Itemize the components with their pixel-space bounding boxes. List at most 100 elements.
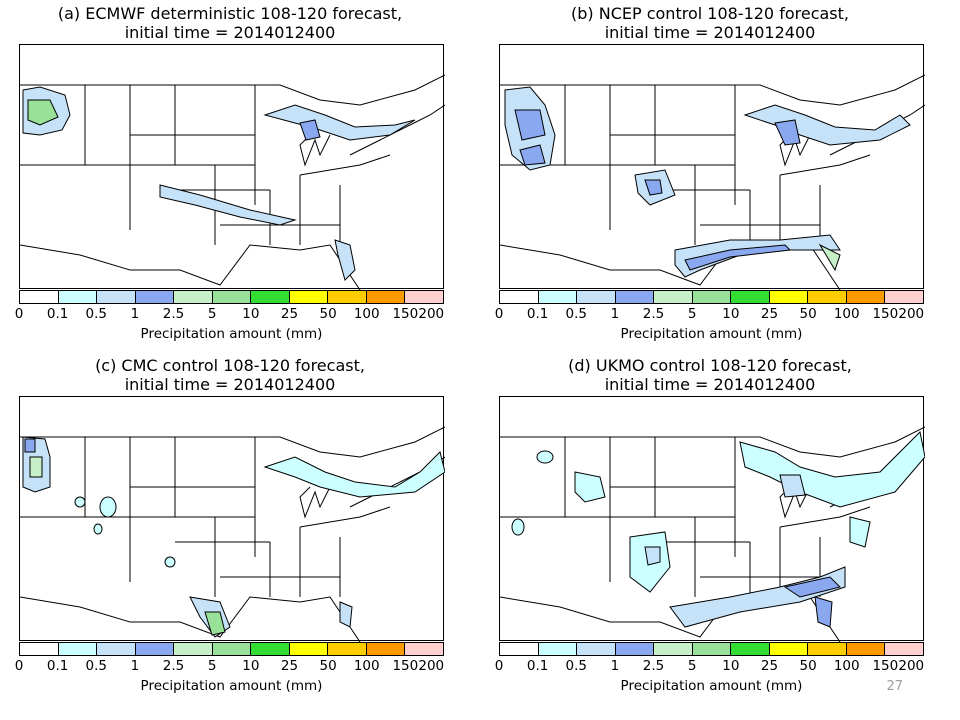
colorbar-swatch bbox=[692, 291, 732, 303]
colorbar-tick: 5 bbox=[207, 306, 217, 322]
colorbar-tick: 10 bbox=[722, 658, 740, 674]
colorbar-tick: 25 bbox=[280, 658, 299, 674]
colorbar-swatch bbox=[731, 291, 770, 303]
colorbar-swatch bbox=[328, 643, 367, 655]
colorbar-tick: 50 bbox=[319, 306, 337, 322]
colorbar-swatch bbox=[500, 643, 539, 655]
colorbar-tick: 1 bbox=[130, 306, 140, 322]
colorbar-tick: 10 bbox=[242, 306, 260, 322]
map-drawing bbox=[20, 426, 445, 642]
colorbar-swatch bbox=[769, 643, 809, 655]
colorbar-swatch bbox=[577, 291, 616, 303]
colorbar-swatch bbox=[135, 643, 175, 655]
colorbar-tick: 10 bbox=[722, 306, 740, 322]
colorbar-swatch bbox=[251, 291, 290, 303]
colorbar-tick: 2.5 bbox=[642, 306, 665, 322]
panel-title: (c) CMC control 108-120 forecast, initia… bbox=[95, 356, 365, 394]
precipitation-map bbox=[499, 44, 925, 290]
colorbar-label: Precipitation amount (mm) bbox=[140, 326, 323, 342]
colorbar-tick: 0.5 bbox=[565, 306, 587, 322]
colorbar-swatch bbox=[538, 291, 578, 303]
colorbar-tick: 100 bbox=[353, 658, 380, 674]
colorbar-swatch bbox=[366, 643, 406, 655]
colorbar bbox=[499, 642, 924, 656]
colorbar-tick: 150 bbox=[392, 306, 419, 322]
colorbar-tick: 200 bbox=[418, 306, 445, 322]
map-drawing bbox=[20, 74, 445, 290]
panel-ecmwf: (a) ECMWF deterministic 108-120 forecast… bbox=[10, 0, 450, 345]
colorbar-swatch bbox=[212, 643, 252, 655]
map-drawing bbox=[500, 74, 925, 290]
colorbar bbox=[499, 290, 924, 304]
colorbar-tick: 0 bbox=[494, 658, 504, 674]
colorbar-swatch bbox=[500, 291, 539, 303]
colorbar-swatch bbox=[20, 643, 59, 655]
colorbar-tick: 25 bbox=[760, 306, 779, 322]
colorbar-swatch bbox=[97, 291, 136, 303]
colorbar-tick: 5 bbox=[687, 658, 697, 674]
colorbar-label: Precipitation amount (mm) bbox=[620, 326, 803, 342]
colorbar-swatch bbox=[58, 643, 98, 655]
colorbar-tick: 1 bbox=[130, 658, 140, 674]
colorbar-tick: 2.5 bbox=[162, 306, 185, 322]
colorbar-tick: 0 bbox=[14, 306, 24, 322]
colorbar-tick: 1 bbox=[610, 306, 620, 322]
colorbar-tick: 150 bbox=[872, 658, 899, 674]
colorbar-label: Precipitation amount (mm) bbox=[140, 678, 323, 694]
colorbar-tick: 2.5 bbox=[162, 658, 185, 674]
colorbar-tick: 200 bbox=[898, 306, 925, 322]
panel-title: (a) ECMWF deterministic 108-120 forecast… bbox=[57, 4, 403, 42]
colorbar-swatch bbox=[97, 643, 136, 655]
colorbar-swatch bbox=[251, 643, 290, 655]
colorbar-swatch bbox=[654, 291, 693, 303]
panel-cmc: (c) CMC control 108-120 forecast, initia… bbox=[10, 352, 450, 697]
map-drawing bbox=[500, 426, 925, 642]
panel-title: (d) UKMO control 108-120 forecast, initi… bbox=[568, 356, 852, 394]
colorbar-tick: 150 bbox=[872, 306, 899, 322]
colorbar-tick: 0.1 bbox=[46, 306, 69, 322]
colorbar-swatch bbox=[174, 643, 213, 655]
colorbar-tick: 50 bbox=[319, 658, 337, 674]
colorbar-swatch bbox=[846, 291, 886, 303]
colorbar-tick: 5 bbox=[207, 658, 217, 674]
precipitation-map bbox=[19, 44, 445, 290]
colorbar-tick: 0.5 bbox=[85, 658, 107, 674]
colorbar-tick: 0.1 bbox=[46, 658, 69, 674]
panel-ncep: (b) NCEP control 108-120 forecast, initi… bbox=[490, 0, 930, 345]
colorbar-tick: 10 bbox=[242, 658, 260, 674]
colorbar-swatch bbox=[846, 643, 886, 655]
colorbar-swatch bbox=[405, 291, 444, 303]
colorbar-tick: 1 bbox=[610, 658, 620, 674]
colorbar-tick: 2.5 bbox=[642, 658, 665, 674]
colorbar-tick: 25 bbox=[280, 306, 299, 322]
colorbar-label: Precipitation amount (mm) bbox=[620, 678, 803, 694]
colorbar-tick: 50 bbox=[799, 658, 817, 674]
colorbar-ticks: 0 0.1 0.5 1 2.5 5 10 25 50 100 150 200 bbox=[15, 306, 445, 322]
panel-title: (b) NCEP control 108-120 forecast, initi… bbox=[571, 4, 849, 42]
colorbar-ticks: 0 0.1 0.5 1 2.5 5 10 25 50 100 150 200 bbox=[495, 658, 924, 674]
colorbar-tick: 0.5 bbox=[85, 306, 107, 322]
colorbar-tick: 0 bbox=[494, 306, 504, 322]
colorbar-ticks: 0 0.1 0.5 1 2.5 5 10 25 50 100 150 200 bbox=[15, 658, 444, 674]
colorbar-swatch bbox=[135, 291, 175, 303]
colorbar-tick: 0.1 bbox=[526, 658, 549, 674]
colorbar-swatch bbox=[808, 291, 847, 303]
colorbar-swatch bbox=[615, 291, 655, 303]
colorbar-tick: 150 bbox=[392, 658, 419, 674]
precipitation-map bbox=[19, 396, 445, 642]
colorbar-tick: 100 bbox=[353, 306, 380, 322]
panel-ukmo: (d) UKMO control 108-120 forecast, initi… bbox=[490, 352, 930, 697]
colorbar-swatch bbox=[538, 643, 578, 655]
colorbar-tick: 5 bbox=[687, 306, 697, 322]
colorbar-ticks: 0 0.1 0.5 1 2.5 5 10 25 50 100 150 200 bbox=[495, 306, 925, 322]
colorbar-swatch bbox=[808, 643, 847, 655]
colorbar-swatch bbox=[328, 291, 367, 303]
colorbar-swatch bbox=[769, 291, 809, 303]
colorbar-swatch bbox=[174, 291, 213, 303]
colorbar bbox=[19, 290, 444, 304]
colorbar-swatch bbox=[731, 643, 770, 655]
colorbar-swatch bbox=[405, 643, 444, 655]
colorbar-swatch bbox=[615, 643, 655, 655]
colorbar-tick: 0 bbox=[14, 658, 24, 674]
colorbar-tick: 25 bbox=[760, 658, 779, 674]
